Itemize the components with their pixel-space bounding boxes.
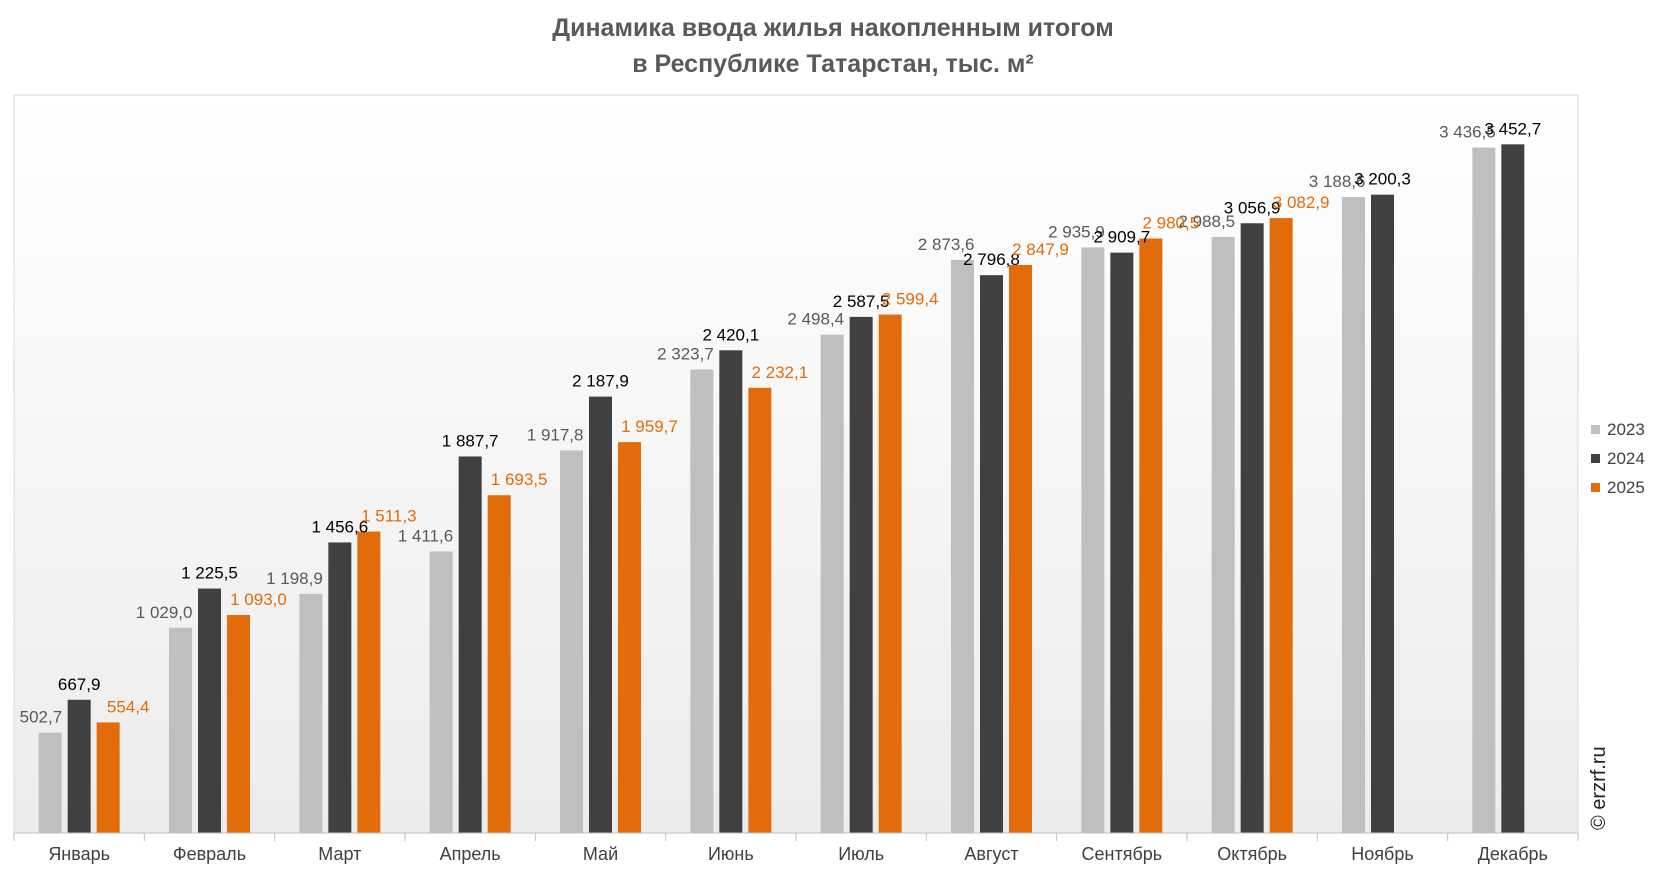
- value-label-2023-2: 1 029,0: [136, 603, 193, 622]
- category-label: Август: [964, 844, 1018, 864]
- bar-2023-6: [690, 369, 714, 833]
- value-label-2025-6: 2 232,1: [751, 363, 808, 382]
- bar-2025-10: [1269, 218, 1293, 833]
- value-label-2025-2: 1 093,0: [230, 590, 287, 609]
- category-label: Июль: [838, 844, 884, 864]
- value-label-2025-7: 2 599,4: [882, 290, 939, 309]
- bars-layer: [38, 144, 1525, 834]
- value-label-2025-4: 1 693,5: [491, 470, 548, 489]
- value-label-2023-8: 2 873,6: [918, 235, 975, 254]
- bar-2024-1: [67, 699, 91, 833]
- bar-2023-2: [169, 627, 192, 833]
- bar-2025-6: [748, 387, 772, 833]
- legend-label-2025: 2025: [1607, 478, 1645, 497]
- bar-2025-3: [357, 531, 381, 833]
- bar-2024-6: [719, 350, 743, 833]
- value-label-2024-8: 2 796,8: [963, 250, 1020, 269]
- bar-2023-7: [820, 334, 844, 833]
- value-label-2024-2: 1 225,5: [181, 564, 238, 583]
- value-label-2024-4: 1 887,7: [442, 431, 499, 450]
- value-label-2024-6: 2 420,1: [702, 325, 759, 344]
- value-label-2025-8: 2 847,9: [1012, 240, 1069, 259]
- bar-2025-2: [227, 614, 250, 833]
- bar-2024-9: [1110, 252, 1134, 833]
- value-label-2023-9: 2 935,9: [1048, 222, 1105, 241]
- value-label-2023-11: 3 188,6: [1309, 172, 1366, 191]
- category-label: Июнь: [708, 844, 754, 864]
- bar-2023-8: [951, 259, 974, 834]
- x-axis-ticks: [13, 833, 1579, 841]
- value-label-2024-10: 3 056,9: [1224, 198, 1281, 217]
- value-label-2024-1: 667,9: [58, 675, 101, 694]
- bar-2025-1: [96, 722, 120, 833]
- value-label-2025-9: 2 980,5: [1142, 214, 1199, 233]
- bar-2023-11: [1342, 197, 1365, 834]
- value-label-2023-1: 502,7: [20, 708, 63, 727]
- legend-swatch-2023: [1591, 425, 1600, 434]
- category-label: Октябрь: [1217, 844, 1287, 864]
- plot-area: [13, 94, 1579, 834]
- legend-label-2024: 2024: [1607, 449, 1645, 468]
- value-label-2025-1: 554,4: [107, 697, 150, 716]
- category-label: Май: [583, 844, 618, 864]
- value-label-2024-7: 2 587,5: [833, 292, 890, 311]
- bar-2024-3: [328, 542, 352, 833]
- bar-2024-10: [1240, 223, 1264, 833]
- value-label-2023-12: 3 436,5: [1439, 123, 1496, 142]
- value-label-2025-5: 1 959,7: [621, 417, 678, 436]
- chart-title-line-2: в Республике Татарстан, тыс. м²: [632, 50, 1034, 78]
- bar-2023-4: [429, 551, 453, 833]
- value-label-2024-3: 1 456,6: [311, 517, 368, 536]
- bar-2024-2: [198, 588, 221, 833]
- category-label: Сентябрь: [1082, 844, 1163, 864]
- value-label-2023-10: 2 988,5: [1178, 212, 1235, 231]
- bar-2023-9: [1081, 247, 1105, 833]
- value-label-2024-9: 2 909,7: [1093, 228, 1150, 247]
- bar-2025-5: [618, 442, 641, 833]
- value-label-2023-5: 1 917,8: [527, 425, 584, 444]
- bar-2023-3: [299, 593, 323, 833]
- value-label-2025-10: 3 082,9: [1273, 193, 1330, 212]
- legend-swatch-2025: [1591, 483, 1600, 492]
- category-label: Декабрь: [1478, 844, 1548, 864]
- bar-2024-12: [1501, 144, 1525, 834]
- value-label-2024-12: 3 452,7: [1484, 119, 1541, 138]
- legend-label-2023: 2023: [1607, 420, 1645, 439]
- category-label: Март: [318, 844, 361, 864]
- category-label: Январь: [48, 844, 110, 864]
- bar-2025-4: [487, 495, 511, 833]
- value-label-2023-7: 2 498,4: [787, 310, 844, 329]
- value-label-2024-11: 3 200,3: [1354, 170, 1411, 189]
- x-axis-labels: Январь Февраль Март Апрель Май Июнь Июль Август…: [48, 844, 1548, 864]
- bar-2025-7: [878, 314, 902, 833]
- watermark-text: © erzrf.ru: [1588, 746, 1610, 830]
- bar-2023-12: [1472, 147, 1496, 834]
- value-labels-layer: 502,7 1 029,0 1 198,9 1 411,6 1 917,8 2 323,7…: [20, 119, 1542, 726]
- value-label-2023-6: 2 323,7: [657, 345, 714, 364]
- category-label: Февраль: [173, 844, 246, 864]
- bar-2025-9: [1139, 238, 1163, 833]
- bar-2024-8: [980, 275, 1003, 833]
- legend-swatch-2024: [1591, 454, 1600, 463]
- bar-2023-10: [1211, 236, 1235, 833]
- bar-2023-1: [38, 732, 62, 833]
- bar-2025-8: [1009, 264, 1032, 833]
- value-label-2023-4: 1 411,6: [398, 526, 453, 545]
- bar-2023-5: [560, 450, 583, 833]
- bar-2024-4: [458, 456, 482, 833]
- category-label: Апрель: [440, 844, 501, 864]
- chart-title-line-1: Динамика ввода жилья накопленным итогом: [552, 14, 1113, 42]
- bar-2024-7: [849, 316, 873, 833]
- legend: 2023 2024 2025: [1591, 420, 1645, 497]
- bar-2024-11: [1371, 194, 1394, 833]
- value-label-2024-5: 2 187,9: [572, 372, 629, 391]
- value-label-2025-3: 1 511,3: [361, 507, 416, 526]
- value-label-2023-3: 1 198,9: [266, 569, 323, 588]
- category-label: Ноябрь: [1351, 844, 1413, 864]
- bar-2024-5: [589, 396, 612, 833]
